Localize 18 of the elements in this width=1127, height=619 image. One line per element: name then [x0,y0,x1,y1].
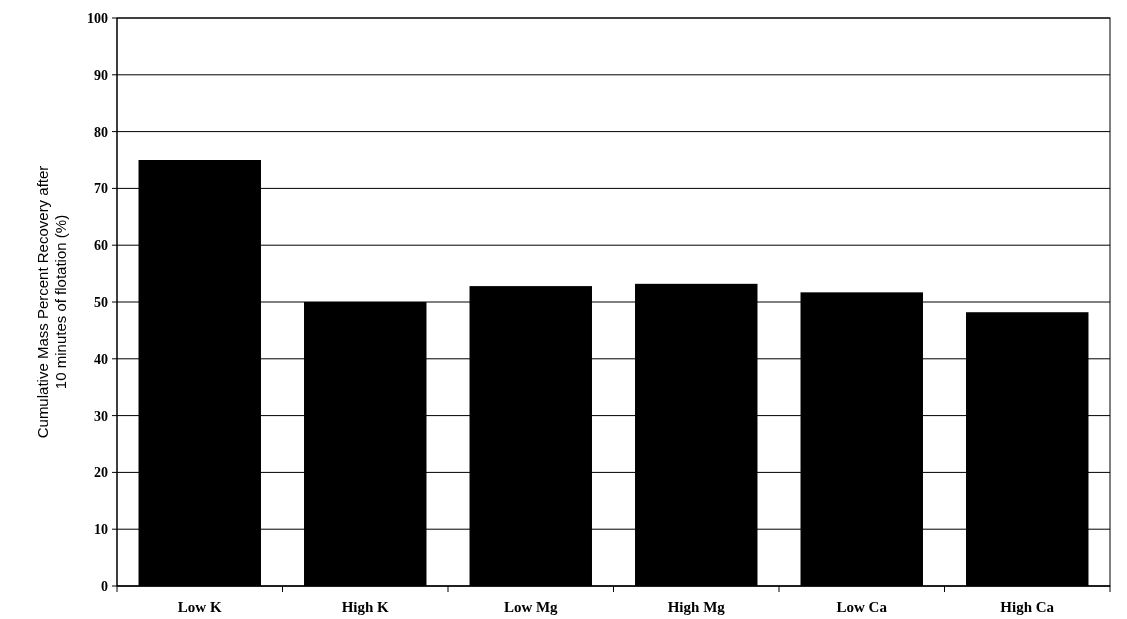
y-tick-label: 60 [94,238,108,254]
x-tick-label: Low Ca [836,599,888,615]
y-tick-label: 10 [94,522,108,538]
y-tick-label: 0 [101,578,108,594]
x-tick-label: High Mg [667,599,726,615]
y-tick-label: 100 [87,10,108,26]
y-tick-label: 20 [94,465,108,481]
x-tick-label: High Ca [1000,599,1055,615]
y-tick-label: 40 [94,351,108,367]
x-tick-label: Low K [177,599,222,615]
y-axis-title: Cumulative Mass Percent Recovery after 10 minutes of flotation (%) [34,165,69,439]
x-tick-label: Low Mg [503,599,559,615]
y-tick-label: 50 [94,294,108,310]
y-tick-label: 70 [94,181,108,197]
y-tick-label: 80 [94,124,108,140]
y-tick-label: 30 [94,408,108,424]
x-tick-label: High K [341,599,390,615]
y-tick-label: 90 [94,67,108,83]
